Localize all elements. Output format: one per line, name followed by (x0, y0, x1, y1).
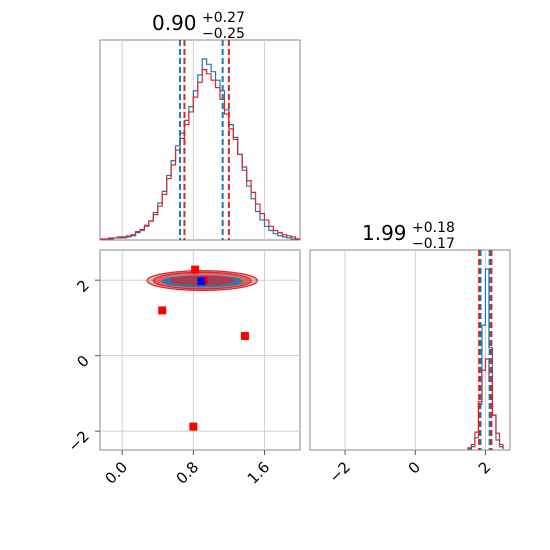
panel-hist-param1 (99, 39, 301, 241)
p2-ytick-label-2: −2 (64, 427, 92, 455)
title-param2-minus: −0.17 (412, 236, 455, 252)
panel-hist-param1-frame (99, 39, 301, 241)
panel-hist-param2 (309, 249, 511, 451)
p2-marker-0 (191, 265, 200, 274)
panel-2d-density (99, 249, 301, 451)
p1-xtick-label-1: 0 (405, 458, 424, 477)
p2-marker-3 (189, 422, 198, 431)
title-param1-median: 0.90 (152, 11, 197, 35)
p2-xtick-label-2: 1.6 (244, 458, 274, 488)
panel-2d-density-frame (99, 249, 301, 451)
title-param2-plus: +0.18 (412, 220, 455, 236)
title-param1-plus: +0.27 (202, 10, 245, 26)
p2-marker-2 (240, 332, 249, 341)
p2-xtick-label-0: 0.0 (101, 458, 131, 488)
p1-hist-series-1 (467, 358, 504, 449)
p1-xtick-label-0: −2 (326, 458, 354, 486)
p2-xtick-label-1: 0.8 (173, 458, 203, 488)
title-param2-median: 1.99 (362, 221, 407, 245)
p2-marker-5 (197, 277, 206, 286)
title-param1-minus: −0.25 (202, 26, 245, 42)
p1-xtick-label-2: 2 (475, 458, 494, 477)
p2-marker-1 (158, 306, 167, 315)
p0-hist-series-1 (100, 68, 300, 240)
panel-hist-param2-frame (309, 249, 511, 451)
p2-ytick-label-1: 0 (73, 352, 92, 371)
p2-ytick-label-0: 2 (73, 276, 92, 295)
p0-hist-series-0 (100, 58, 300, 240)
